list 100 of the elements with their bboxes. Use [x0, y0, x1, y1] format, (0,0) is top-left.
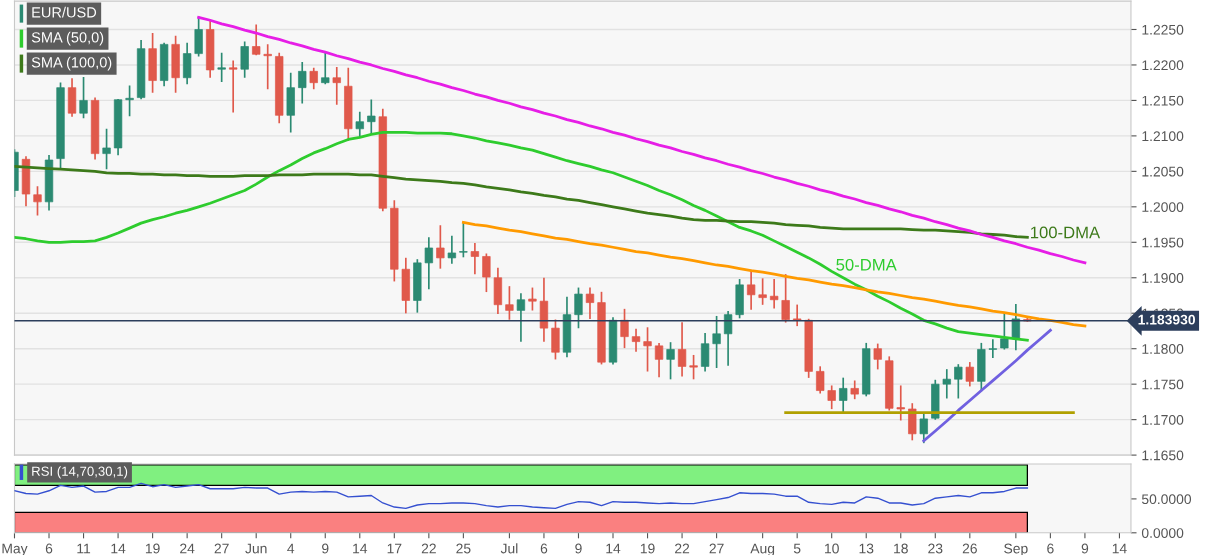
- y-tick-label: 1.2200: [1142, 60, 1184, 71]
- candlestick: [896, 385, 905, 421]
- candlestick: [770, 279, 779, 309]
- x-tick-label: 18: [894, 543, 908, 554]
- candlestick: [1000, 312, 1009, 350]
- candlestick: [217, 52, 226, 83]
- x-tick-label: 14: [606, 543, 621, 554]
- y-tick-label: 1.2050: [1142, 166, 1184, 177]
- candlestick: [839, 377, 848, 414]
- legend-label: SMA (100,0): [31, 56, 112, 71]
- x-tick-label: 6: [1047, 543, 1054, 554]
- candlestick: [643, 327, 652, 372]
- candlestick: [321, 52, 330, 85]
- candlestick: [470, 242, 480, 275]
- annotation: 100-DMA: [1031, 226, 1101, 239]
- legend-label: RSI (14,70,30,1): [32, 466, 128, 479]
- x-tick-label: 9: [575, 543, 582, 554]
- candlestick: [954, 364, 963, 399]
- x-tick-label: 22: [675, 543, 690, 554]
- candlestick: [746, 269, 756, 310]
- candlestick: [700, 332, 710, 372]
- x-tick-label: 4: [287, 543, 295, 554]
- y-tick-label: 1.1950: [1142, 237, 1184, 248]
- candlestick: [758, 278, 767, 305]
- x-tick-label: 27: [709, 543, 724, 554]
- candlestick: [459, 222, 468, 258]
- candlestick: [240, 41, 249, 78]
- line-series: [14, 482, 1029, 510]
- x-tick-label: 9: [1081, 543, 1089, 554]
- x-tick-label: 6: [540, 543, 548, 554]
- y-tick-label: 1.2250: [1142, 24, 1184, 35]
- legend-label: EUR/USD: [32, 6, 97, 18]
- candlestick: [585, 287, 595, 320]
- x-tick-label: Jul: [500, 543, 518, 554]
- candlestick: [505, 286, 514, 320]
- candlestick: [631, 328, 641, 352]
- x-tick-label: 13: [859, 543, 874, 554]
- candlestick: [666, 342, 675, 380]
- x-tick-label: 11: [77, 543, 91, 554]
- x-tick-label: 23: [928, 543, 943, 554]
- candlestick: [965, 362, 974, 387]
- candlestick: [677, 322, 687, 377]
- candlestick: [436, 225, 445, 269]
- candlestick: [574, 287, 583, 329]
- x-tick-label: 27: [214, 543, 229, 554]
- candlestick: [367, 99, 376, 135]
- legend-label: SMA (50,0): [31, 31, 104, 46]
- x-tick-label: 14: [111, 543, 126, 554]
- candlestick: [252, 24, 261, 56]
- x-tick-label: 6: [45, 543, 53, 554]
- candlestick: [793, 304, 802, 327]
- candlestick: [309, 67, 318, 90]
- x-tick-label: 17: [387, 543, 402, 554]
- y-tick-label: 1.2150: [1142, 95, 1184, 106]
- x-tick-label: Jun: [245, 543, 267, 554]
- line-series: [922, 328, 1052, 443]
- candlestick: [873, 343, 882, 370]
- y-tick-label: 0.0000: [1141, 528, 1184, 538]
- x-tick-label: 9: [322, 543, 329, 554]
- y-tick-label: 1.1800: [1142, 344, 1184, 354]
- y-tick-label: 1.2000: [1142, 202, 1184, 212]
- candlestick: [689, 354, 698, 380]
- x-tick-label: 26: [962, 543, 977, 554]
- candlestick: [447, 235, 457, 264]
- candlestick: [988, 339, 997, 359]
- y-tick-label: 1.1650: [1142, 450, 1184, 461]
- candlestick: [33, 186, 42, 216]
- x-tick-label: 5: [793, 543, 801, 554]
- candlestick: [620, 308, 629, 349]
- x-tick-label: 14: [353, 543, 368, 554]
- candlestick: [482, 253, 491, 293]
- x-tick-label: 24: [180, 543, 195, 554]
- annotation: 50-DMA: [836, 258, 897, 271]
- y-tick-label: 1.1750: [1142, 379, 1184, 390]
- y-tick-label: 1.1900: [1142, 273, 1184, 283]
- candlestick: [712, 315, 721, 368]
- candlestick: [332, 66, 341, 105]
- candlestick: [781, 274, 790, 323]
- x-tick-label: 14: [1112, 543, 1127, 554]
- candlestick: [263, 44, 272, 90]
- candlestick: [942, 369, 951, 399]
- ref-line-label: 1.183930: [1138, 314, 1196, 325]
- candlestick: [102, 128, 111, 170]
- candlestick: [125, 85, 134, 117]
- y-tick-label: 50.0000: [1141, 494, 1192, 505]
- candlestick: [827, 385, 836, 410]
- x-tick-label: 19: [145, 543, 160, 554]
- candlestick: [723, 310, 733, 366]
- candlestick: [516, 293, 526, 342]
- x-tick-label: 10: [825, 543, 839, 554]
- candlestick: [298, 61, 307, 104]
- candlestick: [919, 413, 928, 444]
- x-tick-label: 22: [421, 543, 436, 554]
- x-tick-label: 25: [456, 543, 471, 554]
- candlestick: [528, 287, 537, 311]
- x-tick-label: 19: [640, 543, 655, 554]
- candlestick: [654, 342, 664, 378]
- candlestick: [355, 111, 364, 138]
- y-tick-label: 1.1700: [1142, 414, 1184, 425]
- candlestick: [424, 237, 433, 290]
